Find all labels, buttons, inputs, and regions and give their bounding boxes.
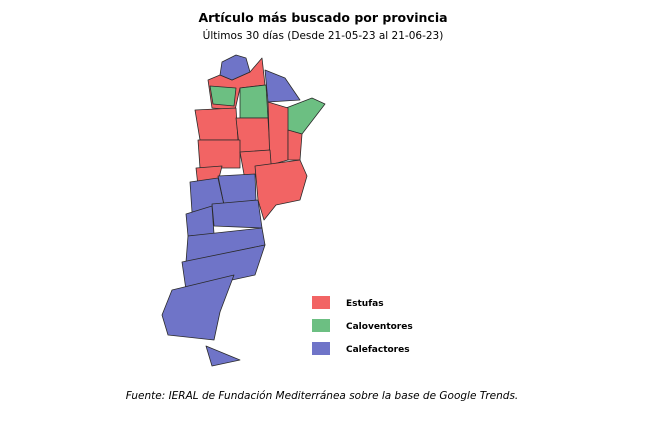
province <box>181 244 266 291</box>
legend-swatch <box>312 319 330 332</box>
legend-label: Estufas <box>346 299 384 309</box>
province <box>235 117 271 156</box>
subtitle: Últimos 30 días (Desde 21-05-23 al 21-06… <box>203 29 444 42</box>
legend-label: Caloventores <box>346 322 413 332</box>
legend: Estufas Caloventores Calefactores <box>312 296 413 355</box>
source: Fuente: IERAL de Fundación Mediterránea … <box>126 390 519 402</box>
province <box>205 345 241 367</box>
province <box>254 159 308 221</box>
province <box>161 274 235 341</box>
province <box>194 107 239 141</box>
province <box>197 139 241 169</box>
province <box>239 84 269 119</box>
legend-swatch <box>312 296 330 309</box>
legend-swatch <box>312 342 330 355</box>
province <box>264 69 301 103</box>
province <box>285 97 326 135</box>
province <box>209 85 237 107</box>
province <box>267 101 289 166</box>
map <box>161 54 326 367</box>
title: Artículo más buscado por provincia <box>198 10 447 25</box>
province <box>211 199 263 229</box>
province <box>185 205 215 237</box>
legend-label: Calefactores <box>346 345 410 355</box>
province <box>287 129 303 161</box>
province <box>219 54 251 81</box>
